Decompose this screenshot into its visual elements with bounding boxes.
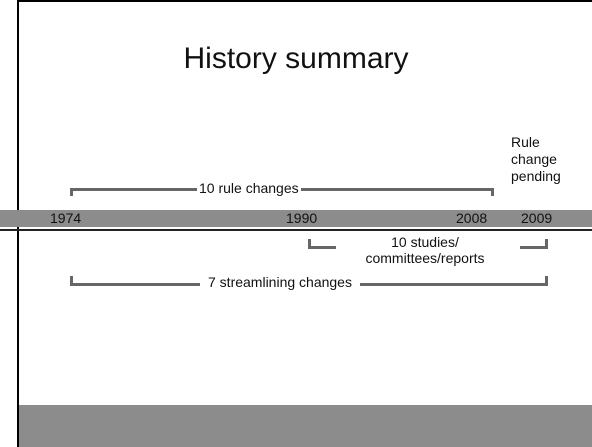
footer-band	[19, 405, 592, 447]
bracket-tick	[545, 239, 548, 247]
bracket-tick	[491, 188, 494, 196]
bracket-tick	[70, 276, 73, 284]
border	[17, 0, 592, 2]
timeline-band	[0, 210, 592, 227]
bracket	[520, 246, 548, 249]
title: History summary	[183, 42, 409, 75]
label: Rule change pending	[511, 134, 561, 184]
label: 10 studies/ committees/reports	[365, 234, 485, 266]
bracket-tick	[308, 239, 311, 247]
year: 2009	[521, 210, 553, 226]
bracket	[308, 246, 336, 249]
year: 1974	[50, 210, 82, 226]
label: 10 rule changes	[197, 180, 301, 196]
year: 1990	[286, 210, 318, 226]
bracket-tick	[70, 188, 73, 196]
year: 2008	[456, 210, 488, 226]
label: 7 streamlining changes	[200, 274, 360, 290]
timeline-line	[0, 229, 592, 231]
bracket-tick	[545, 276, 548, 284]
